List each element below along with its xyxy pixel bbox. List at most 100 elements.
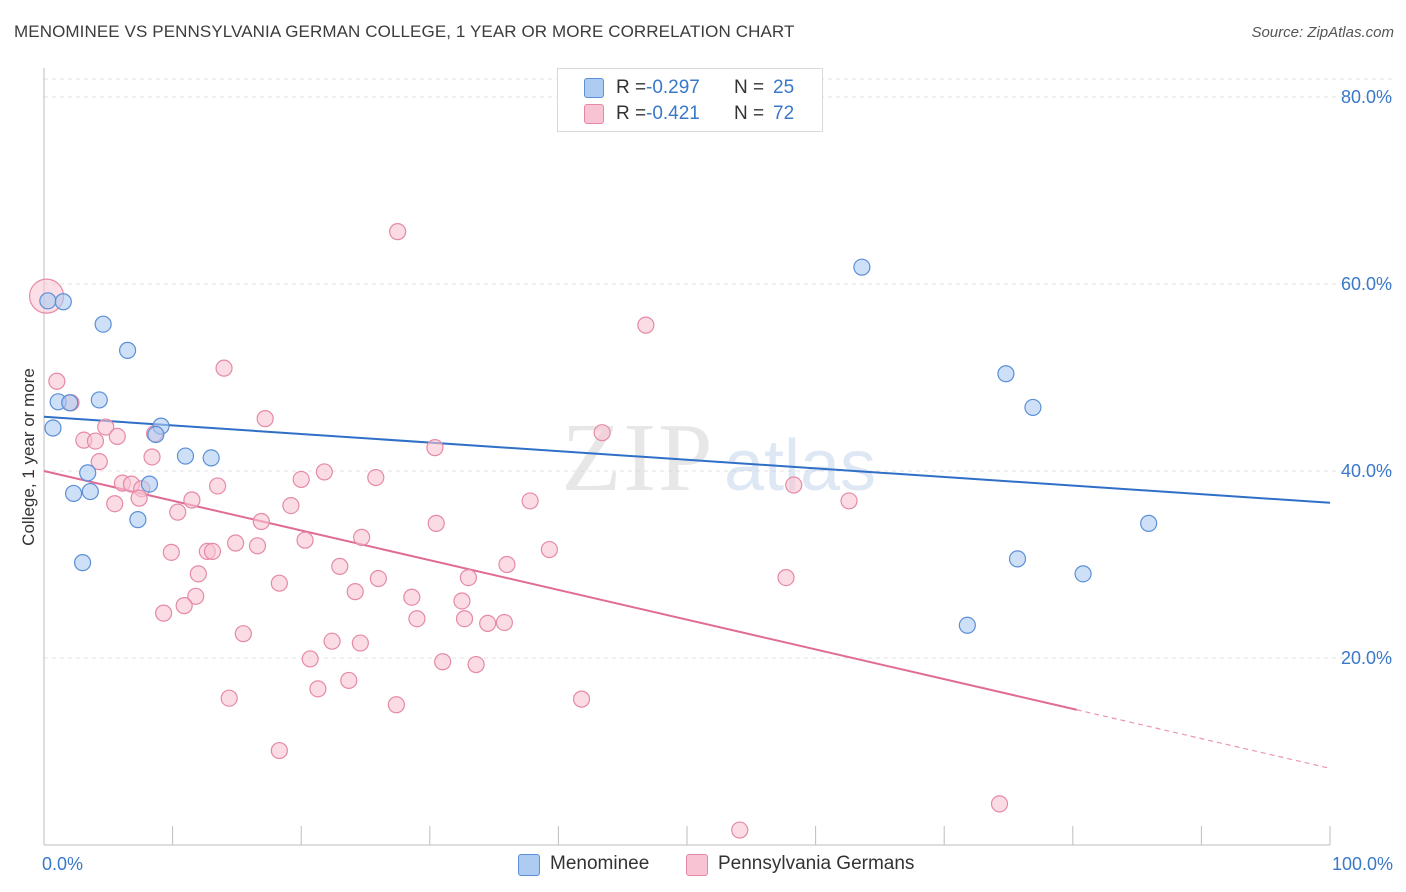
legend-n-label: N = xyxy=(734,77,765,98)
chart-title: MENOMINEE VS PENNSYLVANIA GERMAN COLLEGE… xyxy=(14,22,795,41)
point-pennsylvania-germans xyxy=(256,410,274,428)
trend-line-menominee xyxy=(43,415,1331,504)
watermark: ZIP atlas xyxy=(562,404,877,512)
point-menominee xyxy=(81,482,99,501)
point-menominee xyxy=(147,425,165,444)
point-pennsylvania-germans xyxy=(209,477,227,495)
point-pennsylvania-germans xyxy=(540,540,558,559)
point-pennsylvania-germans xyxy=(292,470,310,489)
point-pennsylvania-germans xyxy=(296,531,314,549)
point-pennsylvania-germans xyxy=(353,528,371,546)
legend-swatch-pink xyxy=(584,104,604,124)
point-pennsylvania-germans xyxy=(309,680,327,698)
tick-labels: 20.0% 40.0% 60.0% 80.0% 0.0% 100.0% xyxy=(42,87,1393,874)
point-pennsylvania-germans xyxy=(455,610,474,628)
point-pennsylvania-germans xyxy=(154,604,173,622)
point-pennsylvania-germans xyxy=(389,223,407,241)
point-pennsylvania-germans xyxy=(48,372,66,390)
point-pennsylvania-germans xyxy=(459,568,477,587)
point-pennsylvania-germans xyxy=(777,568,795,587)
point-pennsylvania-germans xyxy=(387,696,405,714)
trend-lines xyxy=(43,415,1331,769)
point-pennsylvania-germans xyxy=(990,795,1009,813)
legend-r-label: R = xyxy=(616,103,647,124)
point-menominee xyxy=(61,394,79,412)
point-menominee xyxy=(90,391,108,409)
point-pennsylvania-germans xyxy=(90,453,108,471)
y-tick-label: 40.0% xyxy=(1341,461,1392,481)
point-menominee xyxy=(79,464,97,482)
point-pennsylvania-germans xyxy=(369,569,387,588)
point-menominee xyxy=(140,475,159,493)
correlation-legend: R = -0.297 N = 25 R = -0.421 N = 72 xyxy=(557,68,823,132)
bottom-legend-swatch-blue xyxy=(518,854,540,876)
point-pennsylvania-germans xyxy=(572,690,591,708)
point-pennsylvania-germans xyxy=(731,821,749,839)
point-menominee xyxy=(202,449,220,467)
point-pennsylvania-germans xyxy=(270,574,288,592)
point-pennsylvania-germans xyxy=(408,610,426,628)
point-pennsylvania-germans xyxy=(351,634,369,652)
point-pennsylvania-germans xyxy=(593,424,611,442)
point-pennsylvania-germans xyxy=(323,632,341,650)
point-pennsylvania-germans xyxy=(169,503,187,521)
legend-swatch-blue xyxy=(584,78,604,98)
point-menominee xyxy=(958,616,976,634)
point-menominee xyxy=(1074,565,1092,583)
point-menominee xyxy=(39,292,57,310)
source-credit: Source: ZipAtlas.com xyxy=(1251,24,1394,41)
x-tick-label: 0.0% xyxy=(42,854,83,874)
point-pennsylvania-germans xyxy=(785,476,803,494)
point-pennsylvania-germans xyxy=(403,588,421,606)
point-pennsylvania-germans xyxy=(367,468,385,487)
point-pennsylvania-germans xyxy=(301,650,319,668)
y-tick-label: 80.0% xyxy=(1341,87,1392,107)
point-pennsylvania-germans xyxy=(498,555,516,574)
point-pennsylvania-germans xyxy=(130,489,148,507)
point-pennsylvania-germans xyxy=(479,614,497,633)
point-pennsylvania-germans xyxy=(215,359,233,377)
point-pennsylvania-germans xyxy=(252,512,270,531)
point-pennsylvania-germans xyxy=(143,448,161,466)
point-menominee xyxy=(73,554,92,572)
point-pennsylvania-germans xyxy=(189,565,207,583)
y-axis-label: College, 1 year or more xyxy=(19,368,38,546)
legend-n-value: 72 xyxy=(773,103,795,124)
point-pennsylvania-germans xyxy=(637,316,655,334)
trend-line-pennsylvania-germans xyxy=(43,470,1077,711)
x-tick-label: 100.0% xyxy=(1332,854,1393,874)
point-menominee xyxy=(1008,550,1027,568)
point-pennsylvania-germans xyxy=(495,613,513,632)
point-pennsylvania-germans xyxy=(521,492,539,510)
point-pennsylvania-germans xyxy=(282,496,300,515)
y-tick-label: 20.0% xyxy=(1341,648,1392,668)
point-pennsylvania-germans xyxy=(331,557,349,575)
watermark-zip: ZIP xyxy=(562,404,715,512)
legend-r-value: -0.297 xyxy=(646,77,700,98)
point-pennsylvania-germans xyxy=(426,439,444,457)
point-menominee xyxy=(94,315,112,333)
point-menominee xyxy=(1024,398,1042,417)
point-pennsylvania-germans xyxy=(340,671,358,690)
point-menominee xyxy=(176,447,195,465)
point-pennsylvania-germans xyxy=(427,514,445,532)
point-menominee xyxy=(54,293,72,311)
point-pennsylvania-germans xyxy=(234,625,252,643)
bottom-legend-label: Menominee xyxy=(550,853,650,874)
point-pennsylvania-germans xyxy=(97,418,115,436)
point-menominee xyxy=(118,341,137,359)
legend-r-value: -0.421 xyxy=(646,103,700,124)
point-pennsylvania-germans xyxy=(203,542,222,561)
point-pennsylvania-germans xyxy=(248,537,267,555)
point-menominee xyxy=(997,365,1015,383)
point-pennsylvania-germans xyxy=(434,653,452,671)
point-menominee xyxy=(129,511,147,529)
point-pennsylvania-germans xyxy=(183,491,201,509)
point-pennsylvania-germans xyxy=(106,495,124,513)
point-pennsylvania-germans xyxy=(187,587,205,605)
legend-r-label: R = xyxy=(616,77,647,98)
point-pennsylvania-germans xyxy=(108,427,126,446)
point-pennsylvania-germans xyxy=(227,534,245,552)
point-pennsylvania-germans xyxy=(315,463,333,481)
